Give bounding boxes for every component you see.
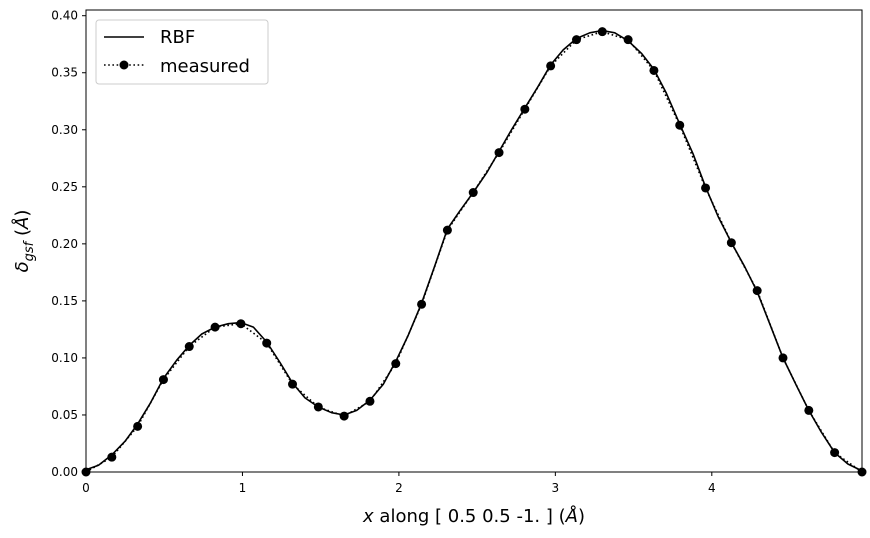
data-point	[571, 35, 581, 45]
data-point	[158, 375, 168, 385]
y-tick-label: 0.30	[51, 123, 78, 137]
data-point	[365, 396, 375, 406]
data-point	[546, 61, 556, 71]
y-tick-label: 0.10	[51, 351, 78, 365]
data-point	[597, 27, 607, 37]
data-point	[288, 379, 298, 389]
legend-box	[95, 19, 269, 85]
data-point	[623, 35, 633, 45]
data-point	[262, 338, 272, 348]
y-tick-label: 0.35	[51, 66, 78, 80]
data-point	[107, 452, 117, 462]
plot-frame	[85, 9, 863, 473]
data-point	[675, 120, 685, 130]
y-tick-label: 0.20	[51, 237, 78, 251]
x-tick-label: 2	[395, 481, 403, 495]
legend: RBF measured	[95, 19, 269, 85]
data-point	[726, 238, 736, 248]
legend-measured-label: measured	[160, 56, 250, 77]
x-tick-label: 4	[708, 481, 716, 495]
y-tick-label: 0.00	[51, 465, 78, 479]
data-point	[184, 342, 194, 352]
data-point	[313, 402, 323, 412]
y-tick-label: 0.15	[51, 294, 78, 308]
data-point	[210, 322, 220, 332]
data-point	[830, 448, 840, 458]
y-tick-label: 0.25	[51, 180, 78, 194]
x-axis: 0 1 2 3 4	[82, 472, 716, 495]
data-point	[468, 188, 478, 198]
x-tick-label: 3	[552, 481, 560, 495]
x-tick-label: 0	[82, 481, 90, 495]
y-tick-label: 0.40	[51, 9, 78, 23]
data-point	[236, 319, 246, 329]
data-point	[442, 225, 452, 235]
y-axis: 0.00 0.05 0.10 0.15 0.20 0.25 0.30 0.35 0.40	[51, 9, 86, 479]
data-point	[701, 183, 711, 193]
series-layer	[81, 27, 867, 477]
data-point	[391, 359, 401, 369]
y-axis-label: δgsf (Å)	[11, 210, 37, 273]
data-point	[649, 65, 659, 75]
data-point	[133, 421, 143, 431]
data-point	[752, 286, 762, 296]
x-axis-label: x along [ 0.5 0.5 -1. ] (Å)	[362, 505, 585, 527]
legend-measured-marker	[119, 60, 129, 70]
data-point	[804, 405, 814, 415]
legend-rbf-label: RBF	[160, 27, 195, 48]
x-tick-label: 1	[239, 481, 247, 495]
data-point	[778, 353, 788, 363]
data-point	[494, 148, 504, 158]
data-point	[520, 104, 530, 114]
data-point	[417, 299, 427, 309]
y-tick-label: 0.05	[51, 408, 78, 422]
data-point	[339, 411, 349, 421]
